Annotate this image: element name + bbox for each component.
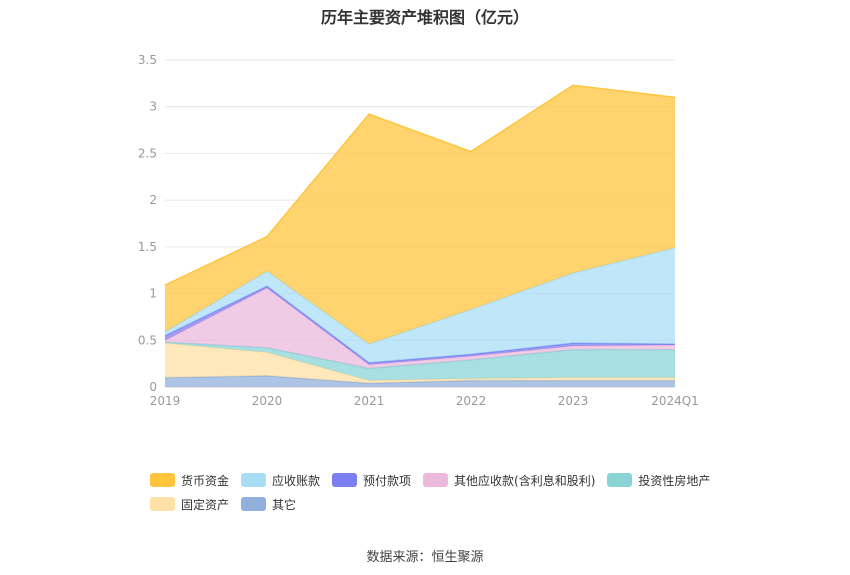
legend-swatch: [332, 473, 358, 487]
stacked-area-chart: 0 0.5 1 1.5 2 2.5 3 3.5 2019 2020 2021 2022 2023 202…: [138, 53, 699, 408]
y-tick-label: 2: [149, 193, 157, 207]
y-tick-label: 0.5: [138, 333, 157, 347]
x-axis-labels: 2019 2020 2021 2022 2023 2024Q1: [150, 394, 699, 408]
y-tick-label: 0: [149, 380, 157, 394]
legend-item[interactable]: 其他应收款(含利息和股利): [423, 472, 595, 488]
y-tick-label: 1.5: [138, 240, 157, 254]
x-tick-label: 2022: [456, 394, 487, 408]
legend: 货币资金 应收账款 预付款项 其他应收款(含利息和股利) 投资性房地产固定资产 其它: [150, 472, 730, 512]
area-series-应收账款: [165, 247, 675, 363]
x-tick-label: 2023: [558, 394, 589, 408]
area-edge-货币资金: [164, 84, 676, 286]
legend-swatch: [241, 497, 267, 511]
legend-swatch: [607, 473, 633, 487]
area-series-投资性房地产: [165, 342, 675, 381]
legend-label: 应收账款: [272, 473, 321, 488]
legend-label: 货币资金: [181, 473, 230, 488]
legend-swatch: [150, 497, 175, 511]
y-tick-label: 1: [149, 287, 157, 301]
legend-label: 预付款项: [363, 473, 412, 488]
legend-label: 其它: [272, 497, 297, 512]
y-axis-labels: 0 0.5 1 1.5 2 2.5 3 3.5: [138, 53, 157, 394]
legend-label: 其他应收款(含利息和股利): [454, 473, 596, 488]
legend-item[interactable]: 应收账款: [241, 472, 320, 488]
legend-item[interactable]: 预付款项: [332, 472, 411, 488]
data-source: 数据来源：恒生聚源: [366, 550, 484, 565]
legend-item[interactable]: 货币资金: [150, 472, 229, 488]
legend-swatch: [423, 473, 449, 487]
area-series-固定资产: [165, 343, 675, 384]
x-tick-label: 2019: [150, 394, 181, 408]
area-series-货币资金: [165, 85, 675, 345]
legend-item[interactable]: 固定资产: [150, 496, 229, 512]
legend-swatch: [241, 473, 267, 487]
legend-item[interactable]: 投资性房地产: [607, 472, 710, 488]
legend-label: 固定资产: [181, 497, 230, 512]
area-series: [164, 84, 676, 387]
x-tick-label: 2021: [354, 394, 385, 408]
area-series-其它: [165, 375, 675, 387]
legend-label: 投资性房地产: [638, 473, 711, 488]
y-tick-label: 3.5: [138, 53, 157, 67]
legend-swatch: [150, 473, 175, 487]
x-tick-label: 2020: [252, 394, 283, 408]
y-tick-label: 3: [149, 100, 157, 114]
y-tick-label: 2.5: [138, 146, 157, 160]
chart-title: 历年主要资产堆积图（亿元）: [320, 8, 529, 27]
legend-item[interactable]: 其它: [241, 496, 296, 512]
x-tick-label: 2024Q1: [651, 394, 699, 408]
